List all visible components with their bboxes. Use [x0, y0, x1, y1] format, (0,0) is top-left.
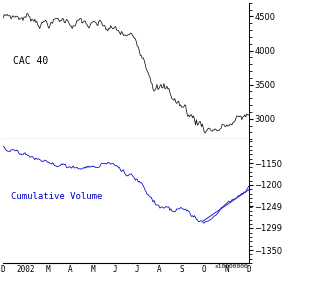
Text: Cumulative Volume: Cumulative Volume: [11, 192, 102, 201]
Text: CAC 40: CAC 40: [13, 56, 48, 66]
Text: x10000000: x10000000: [215, 264, 249, 269]
